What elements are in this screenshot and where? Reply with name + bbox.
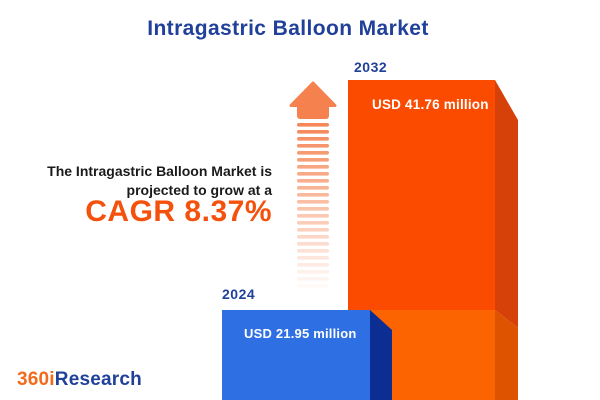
arrow-stripe	[297, 249, 329, 253]
arrow-head	[289, 81, 337, 107]
bar-2024-front	[222, 310, 370, 400]
arrow-stripe	[297, 151, 329, 155]
arrow-stripe	[297, 137, 329, 141]
brand-logo: 360iResearch	[17, 369, 142, 391]
arrow-stripe	[297, 200, 329, 204]
bar-2032-side-lower	[495, 310, 518, 400]
arrow-stripe	[297, 207, 329, 211]
bar-2032-side-upper	[495, 80, 518, 328]
value-label-2024: USD 21.95 million	[244, 326, 357, 341]
bar-2024	[222, 310, 392, 400]
arrow-stripe	[297, 221, 329, 225]
year-label-2024: 2024	[222, 286, 256, 302]
annotation-line-2: projected to grow at a	[126, 181, 272, 198]
growth-arrow-icon	[289, 81, 337, 288]
annotation-block: The Intragastric Balloon Market is proje…	[10, 162, 272, 226]
arrow-stripe	[297, 277, 329, 281]
arrow-stripe	[297, 186, 329, 190]
brand-logo-360i: 360i	[17, 369, 55, 390]
arrow-neck	[297, 104, 329, 119]
arrow-stripe	[297, 284, 329, 288]
arrow-stripe	[297, 235, 329, 239]
arrow-stripe	[297, 130, 329, 134]
brand-logo-research: Research	[54, 369, 142, 390]
arrow-stripe	[297, 193, 329, 197]
year-label-2032: 2032	[354, 59, 388, 75]
bar-2032-front-upper	[348, 80, 495, 310]
annotation-line-1: The Intragastric Balloon Market is	[47, 163, 272, 179]
chart-title: Intragastric Balloon Market	[147, 17, 429, 40]
arrow-stripe	[297, 172, 329, 176]
arrow-stripe	[297, 144, 329, 148]
arrow-stripe	[297, 123, 329, 127]
arrow-stripe	[297, 214, 329, 218]
arrow-stripes	[297, 123, 329, 288]
bar-2024-side	[370, 310, 392, 400]
bar-2032	[348, 80, 518, 400]
arrow-stripe	[297, 256, 329, 260]
arrow-stripe	[297, 165, 329, 169]
arrow-stripe	[297, 158, 329, 162]
arrow-stripe	[297, 270, 329, 274]
arrow-stripe	[297, 228, 329, 232]
arrow-stripe	[297, 242, 329, 246]
arrow-stripe	[297, 263, 329, 267]
value-label-2032: USD 41.76 million	[372, 97, 489, 112]
arrow-stripe	[297, 179, 329, 183]
